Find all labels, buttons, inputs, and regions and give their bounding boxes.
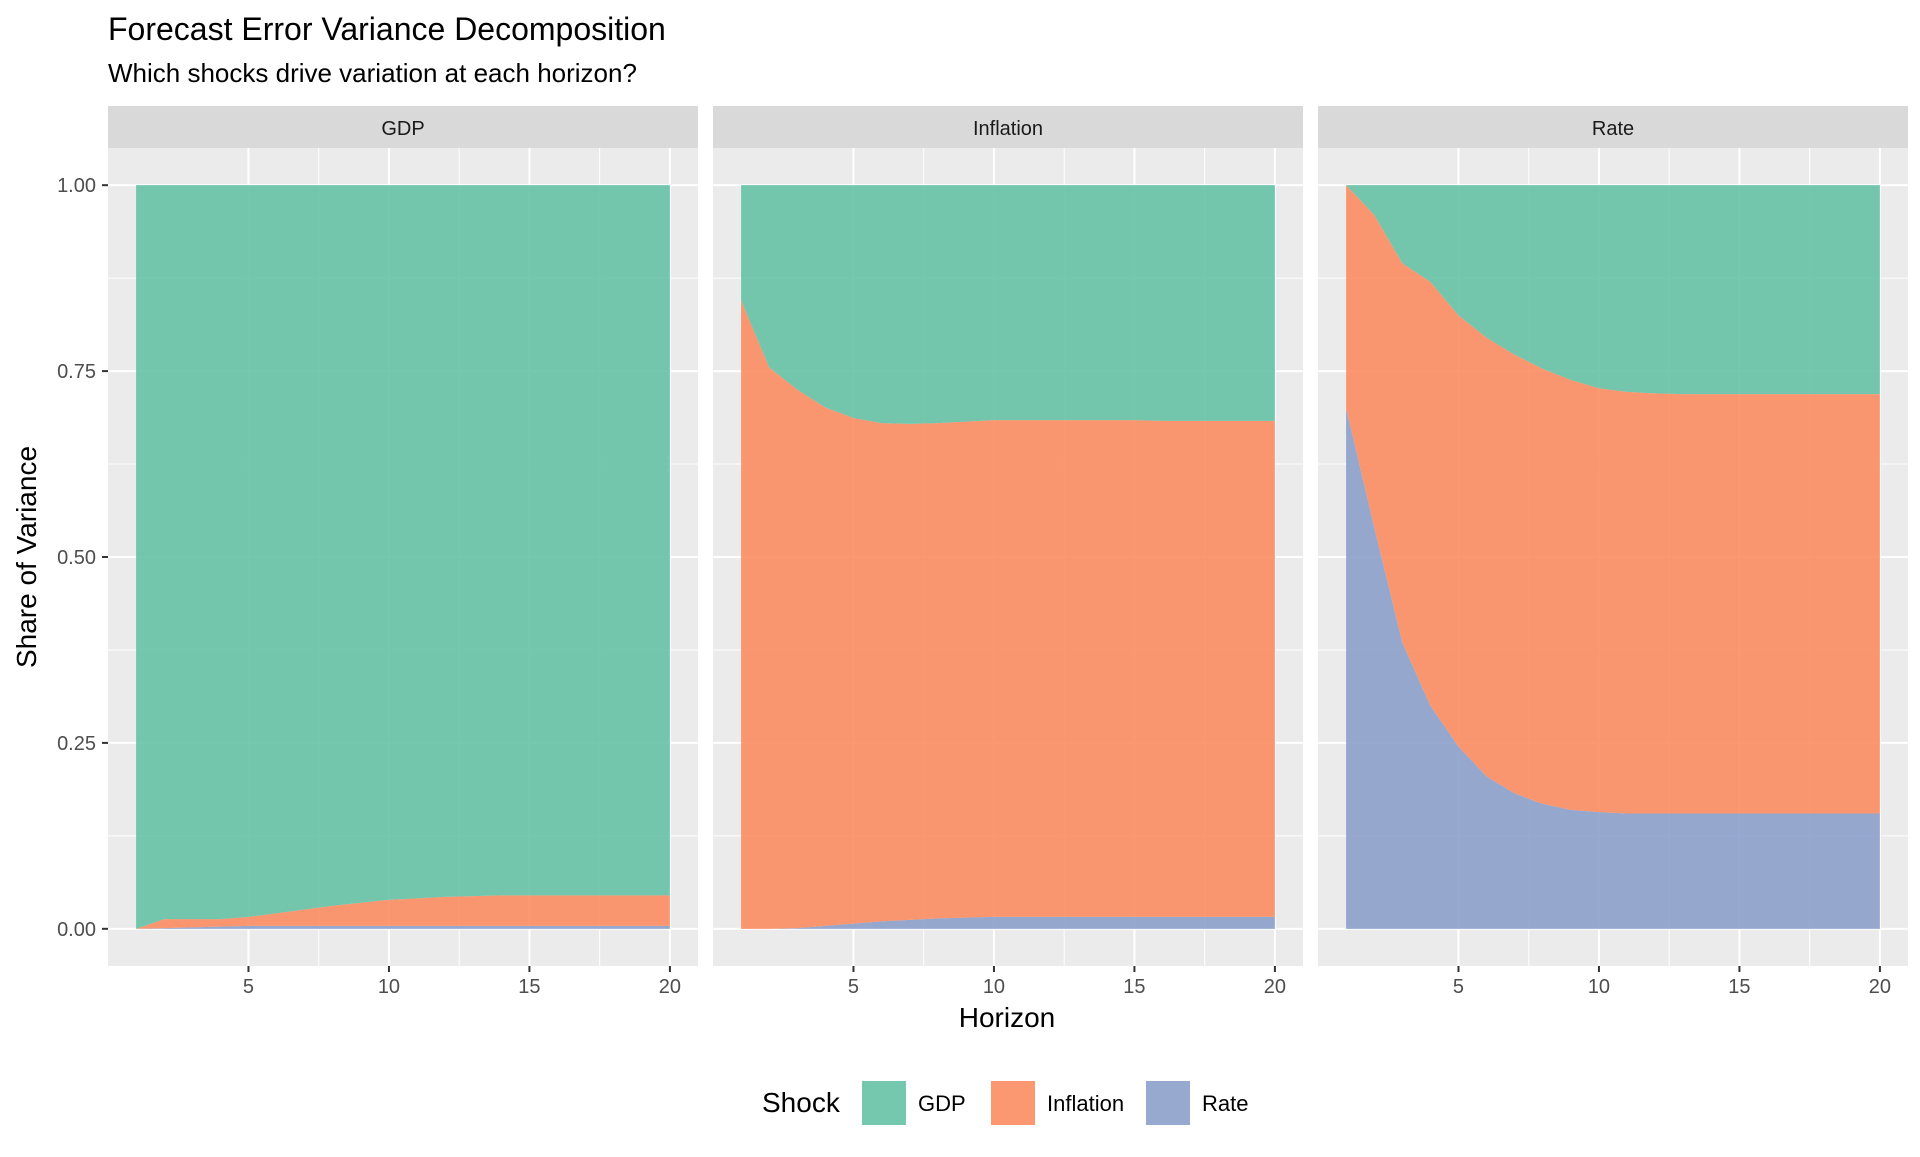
legend-label-rate: Rate	[1202, 1091, 1248, 1116]
x-tick-label: 15	[1728, 976, 1750, 998]
axis-titles-group: Horizon Share of Variance	[11, 446, 1055, 1033]
chart-subtitle: Which shocks drive variation at each hor…	[108, 58, 637, 88]
strip-gdp	[108, 106, 698, 148]
area-gdp-inflation	[136, 895, 670, 929]
x-tick-label: 10	[378, 976, 400, 998]
y-tick-label: 0.50	[57, 547, 96, 569]
area-gdp-rate	[136, 925, 670, 929]
legend-title: Shock	[762, 1087, 841, 1118]
legend-key-rate	[1146, 1081, 1190, 1125]
x-tick-label: 10	[983, 976, 1005, 998]
x-tick-label: 20	[1264, 976, 1286, 998]
y-tick-label: 1.00	[57, 175, 96, 197]
strip-inflation	[713, 106, 1303, 148]
strip-rate	[1318, 106, 1908, 148]
area-gdp-gdp	[136, 185, 670, 929]
x-tick-label: 5	[848, 976, 859, 998]
y-tick-label: 0.25	[57, 733, 96, 755]
x-tick-label: 20	[659, 976, 681, 998]
panel-inflation: Inflation 5 10 15 20	[713, 106, 1303, 998]
legend-item-inflation: Inflation	[991, 1081, 1124, 1125]
area-rate-gdp	[1346, 185, 1880, 395]
panel-gdp: GDP 5 10 15 20 0.00 0.25 0.50 0.75 1.00	[57, 106, 698, 998]
area-inflation-rate	[741, 916, 1275, 929]
chart-title: Forecast Error Variance Decomposition	[108, 11, 666, 47]
panel-rate: Rate 5 10 15 20	[1318, 106, 1908, 998]
legend-item-gdp: GDP	[862, 1081, 966, 1125]
x-tick-label: 15	[518, 976, 540, 998]
x-tick-label: 20	[1869, 976, 1891, 998]
area-inflation-gdp	[741, 185, 1275, 424]
legend-key-inflation	[991, 1081, 1035, 1125]
x-tick-label: 10	[1588, 976, 1610, 998]
legend: Shock GDP Inflation Rate	[762, 1081, 1248, 1125]
x-tick-label: 15	[1123, 976, 1145, 998]
area-rate-rate	[1346, 408, 1880, 929]
x-axis-title: Horizon	[959, 1002, 1055, 1033]
strip-label-gdp: GDP	[381, 118, 424, 140]
legend-key-gdp	[862, 1081, 906, 1125]
x-tick-label: 5	[243, 976, 254, 998]
legend-item-rate: Rate	[1146, 1081, 1248, 1125]
area-inflation-inflation	[741, 300, 1275, 929]
strip-label-rate: Rate	[1592, 118, 1634, 140]
y-tick-label: 0.00	[57, 919, 96, 941]
y-tick-label: 0.75	[57, 361, 96, 383]
area-rate-inflation	[1346, 185, 1880, 814]
x-tick-label: 5	[1453, 976, 1464, 998]
strip-label-inflation: Inflation	[973, 118, 1043, 140]
panels-group: GDP 5 10 15 20 0.00 0.25 0.50 0.75 1.00 Inflation 5…	[57, 106, 1908, 998]
y-axis-title: Share of Variance	[11, 446, 42, 668]
legend-label-gdp: GDP	[918, 1091, 966, 1116]
legend-label-inflation: Inflation	[1047, 1091, 1124, 1116]
